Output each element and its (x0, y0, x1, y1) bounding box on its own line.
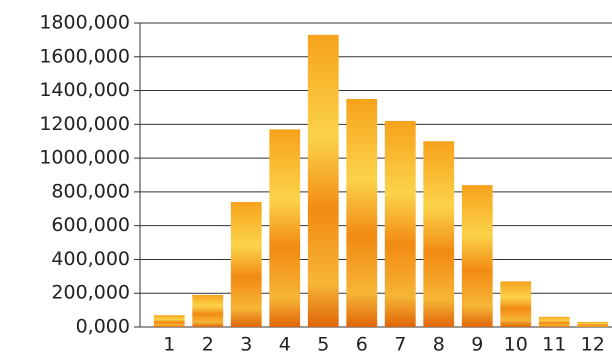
y-tick-label: 800,000 (51, 180, 130, 202)
y-tick-label: 200,000 (51, 282, 130, 304)
y-tick-label: 1800,000 (39, 12, 130, 34)
bar (192, 294, 224, 327)
x-tick-label: 3 (240, 334, 252, 355)
x-tick-label: 10 (504, 334, 528, 355)
x-tick-label: 12 (581, 334, 605, 355)
bar (230, 202, 262, 327)
x-tick-label: 4 (279, 334, 291, 355)
bar (384, 120, 416, 327)
y-tick-label: 0,000 (76, 316, 130, 338)
x-tick-label: 8 (433, 334, 445, 355)
y-tick-label: 1400,000 (39, 79, 130, 101)
y-tick-label: 400,000 (51, 248, 130, 270)
bar (423, 141, 455, 327)
x-tick-label: 7 (394, 334, 406, 355)
bar (538, 316, 570, 327)
bar (346, 99, 378, 327)
y-tick-label: 1000,000 (39, 147, 130, 169)
x-tick-label: 5 (317, 334, 329, 355)
y-tick-label: 600,000 (51, 214, 130, 236)
y-tick-label: 1600,000 (39, 45, 130, 67)
bar (153, 315, 185, 327)
bar (307, 34, 339, 327)
bar (461, 185, 493, 327)
x-tick-label: 9 (471, 334, 483, 355)
bar (269, 129, 301, 327)
x-tick-label: 11 (542, 334, 566, 355)
x-tick-label: 1 (163, 334, 175, 355)
x-tick-label: 2 (202, 334, 214, 355)
bar (500, 281, 532, 327)
y-tick-label: 1200,000 (39, 113, 130, 135)
x-tick-label: 6 (356, 334, 368, 355)
bar (577, 321, 609, 327)
